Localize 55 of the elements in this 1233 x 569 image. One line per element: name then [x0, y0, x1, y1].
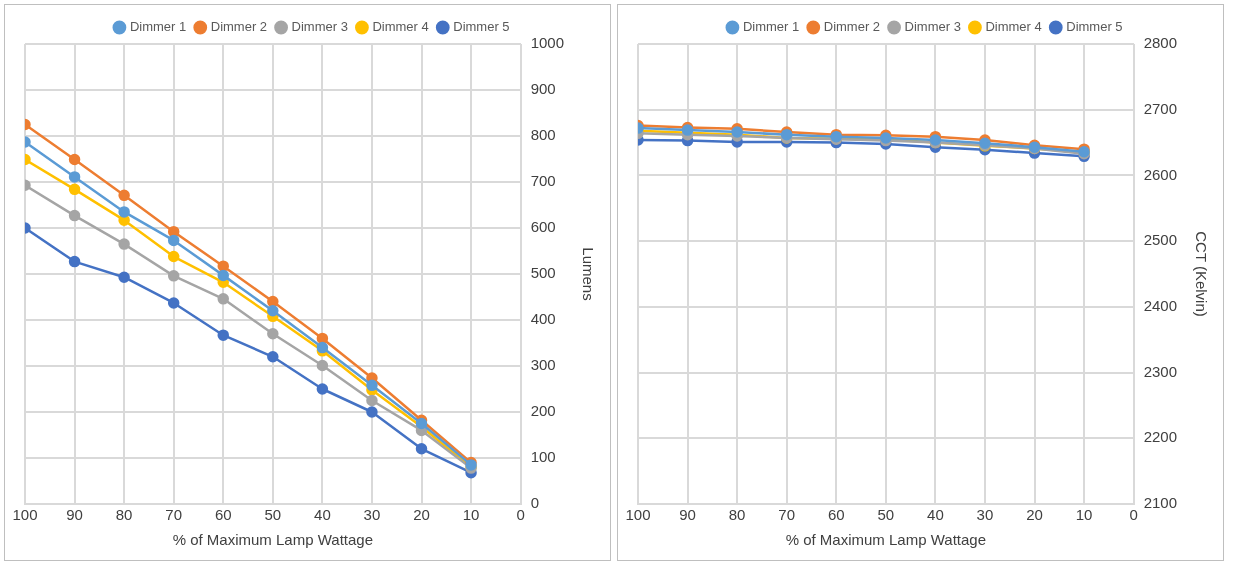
legend-label: Dimmer 2: [210, 19, 268, 35]
x-tick-label: 70: [165, 506, 183, 524]
y-tick-label: 2600: [1143, 165, 1178, 183]
x-tick-label: 90: [66, 506, 83, 524]
x-axis-title: % of Maximum Lamp Wattage: [172, 531, 373, 549]
x-tick-label: 80: [728, 506, 746, 524]
x-tick-label: 80: [115, 506, 133, 524]
x-tick-label: 50: [264, 506, 282, 524]
x-tick-label: 20: [413, 506, 430, 524]
x-axis-title: % of Maximum Lamp Wattage: [785, 531, 986, 549]
y-tick-label: 700: [530, 172, 556, 190]
legend-label: Dimmer 4: [372, 19, 429, 35]
y-tick-label: 2800: [1143, 34, 1178, 52]
legend-label: Dimmer 4: [985, 19, 1042, 35]
legend-label: Dimmer 5: [453, 19, 510, 35]
x-tick-label: 0: [516, 506, 525, 524]
x-tick-label: 10: [462, 506, 480, 524]
x-tick-label: 40: [314, 506, 331, 524]
x-tick-label: 60: [214, 506, 232, 524]
y-tick-label: 400: [530, 310, 556, 328]
x-tick-label: 20: [1026, 506, 1043, 524]
y-axis-title: CCT (Kelvin): [1192, 231, 1210, 317]
legend-label: Dimmer 3: [904, 19, 961, 35]
legend-label: Dimmer 1: [129, 19, 187, 35]
x-tick-label: 40: [927, 506, 944, 524]
x-tick-label: 0: [1129, 506, 1138, 524]
y-tick-label: 900: [530, 80, 556, 98]
legend-label: Dimmer 3: [291, 19, 348, 35]
x-tick-label: 100: [12, 506, 38, 524]
y-tick-label: 2300: [1143, 362, 1178, 380]
legend-label: Dimmer 5: [1066, 19, 1123, 35]
y-tick-label: 1000: [530, 34, 565, 52]
x-tick-label: 30: [976, 506, 994, 524]
x-tick-label: 50: [877, 506, 895, 524]
y-tick-label: 2400: [1143, 297, 1178, 314]
legend-label: Dimmer 2: [823, 19, 881, 35]
x-tick-label: 100: [625, 506, 651, 524]
y-tick-label: 500: [530, 264, 556, 282]
y-tick-label: 2500: [1143, 231, 1178, 249]
legend-label: Dimmer 1: [742, 19, 800, 35]
y-axis-title: Lumens: [579, 247, 597, 301]
y-tick-label: 200: [530, 402, 556, 420]
y-tick-label: 800: [530, 126, 556, 144]
x-tick-label: 60: [827, 506, 845, 524]
y-tick-label: 100: [530, 448, 556, 466]
y-tick-label: 2100: [1143, 494, 1178, 512]
x-tick-label: 10: [1075, 506, 1093, 524]
y-tick-label: 600: [530, 218, 556, 236]
x-tick-label: 70: [778, 506, 796, 524]
y-tick-label: 0: [530, 494, 539, 512]
x-tick-label: 30: [363, 506, 381, 524]
y-tick-label: 300: [530, 356, 556, 374]
y-tick-label: 2700: [1143, 99, 1178, 117]
y-tick-label: 2200: [1143, 428, 1178, 446]
x-tick-label: 90: [679, 506, 696, 524]
